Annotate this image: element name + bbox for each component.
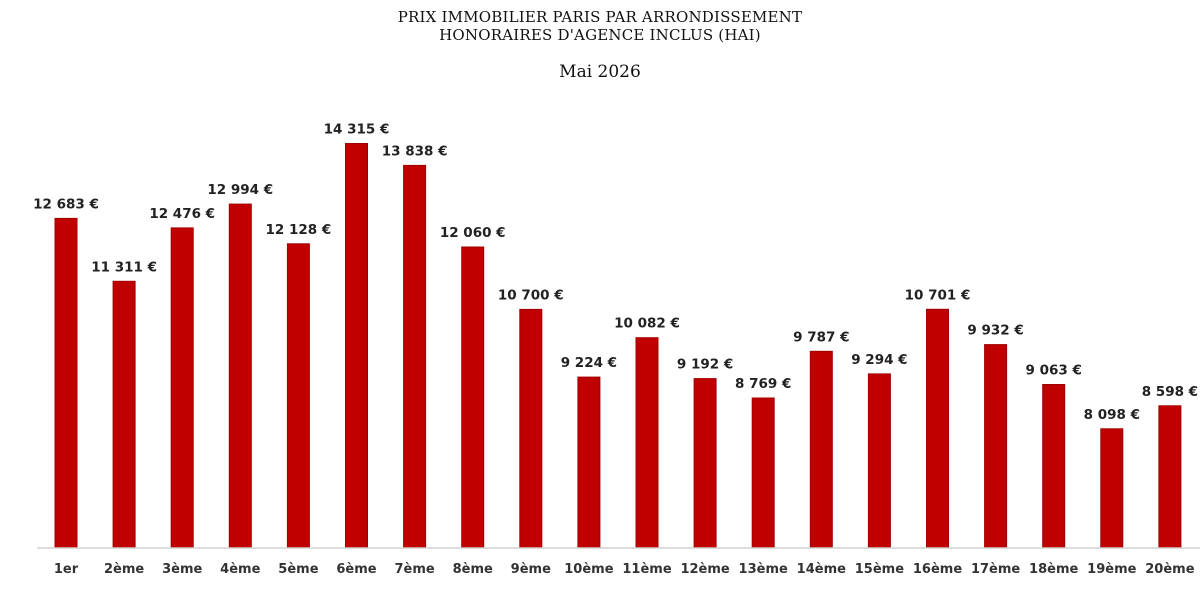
chart-title-block: PRIX IMMOBILIER PARIS PAR ARRONDISSEMENT… [0, 8, 1200, 82]
value-label-8: 12 060 € [440, 225, 506, 241]
value-label-1: 12 683 € [33, 196, 99, 212]
x-tick-label-16: 16ème [913, 562, 962, 577]
bar-2 [112, 280, 136, 549]
value-label-6: 14 315 € [324, 122, 390, 138]
x-tick-label-8: 8ème [453, 562, 493, 577]
bar-4 [228, 203, 252, 549]
bar-13 [751, 397, 775, 549]
bar-12 [693, 378, 717, 549]
value-label-15: 9 294 € [851, 352, 907, 368]
x-tick-label-6: 6ème [336, 562, 376, 577]
bar-8 [461, 246, 485, 549]
chart-title-line-1: PRIX IMMOBILIER PARIS PAR ARRONDISSEMENT [397, 8, 803, 26]
bar-17 [984, 344, 1008, 549]
x-tick-label-12: 12ème [680, 562, 729, 577]
value-label-13: 8 769 € [735, 376, 791, 392]
value-label-14: 9 787 € [793, 329, 849, 345]
value-label-9: 10 700 € [498, 287, 564, 303]
bars-group [54, 143, 1182, 549]
value-label-16: 10 701 € [905, 287, 971, 303]
x-tick-label-2: 2ème [104, 562, 144, 577]
bar-19 [1100, 428, 1124, 549]
bar-16 [926, 308, 949, 549]
x-tick-label-1: 1er [54, 562, 79, 577]
x-tick-labels-group: 1er 2ème 3ème 4ème 5ème 6ème 7ème 8ème 9ème 10ème… [54, 562, 1195, 577]
bar-10 [577, 376, 601, 549]
bar-3 [170, 227, 194, 549]
x-tick-label-5: 5ème [278, 562, 318, 577]
x-tick-label-11: 11ème [622, 562, 671, 577]
value-label-20: 8 598 € [1142, 384, 1198, 400]
x-tick-label-9: 9ème [511, 562, 551, 577]
x-tick-label-19: 19ème [1087, 562, 1136, 577]
bar-18 [1042, 384, 1066, 549]
x-tick-label-17: 17ème [971, 562, 1020, 577]
value-label-11: 10 082 € [614, 316, 680, 332]
x-tick-label-3: 3ème [162, 562, 202, 577]
x-tick-label-18: 18ème [1029, 562, 1078, 577]
value-label-17: 9 932 € [967, 323, 1023, 339]
bar-20 [1158, 405, 1182, 549]
value-labels-group: 12 683 € 11 311 € 12 476 € 12 994 € 12 128 €… [33, 122, 1198, 423]
value-label-2: 11 311 € [91, 259, 157, 275]
bar-14 [809, 350, 833, 549]
x-tick-label-10: 10ème [564, 562, 613, 577]
value-label-12: 9 192 € [677, 357, 733, 373]
bar-15 [867, 373, 891, 549]
bar-11 [635, 337, 659, 549]
bar-9 [519, 308, 543, 549]
bar-5 [286, 243, 310, 549]
bar-7 [403, 164, 427, 549]
chart-subtitle: Mai 2026 [559, 62, 641, 82]
x-tick-label-20: 20ème [1145, 562, 1194, 577]
x-tick-label-15: 15ème [855, 562, 904, 577]
bar-1 [54, 217, 78, 549]
x-tick-label-13: 13ème [739, 562, 788, 577]
x-tick-label-4: 4ème [220, 562, 260, 577]
x-tick-label-14: 14ème [797, 562, 846, 577]
value-label-7: 13 838 € [382, 143, 448, 159]
value-label-3: 12 476 € [149, 206, 215, 222]
value-label-18: 9 063 € [1026, 363, 1082, 379]
value-label-5: 12 128 € [266, 222, 332, 238]
chart-title-line-2: HONORAIRES D'AGENCE INCLUS (HAI) [439, 26, 761, 44]
x-tick-label-7: 7ème [394, 562, 434, 577]
bar-6 [345, 143, 368, 549]
value-label-10: 9 224 € [561, 355, 617, 371]
value-label-19: 8 098 € [1084, 407, 1140, 423]
value-label-4: 12 994 € [207, 182, 273, 198]
